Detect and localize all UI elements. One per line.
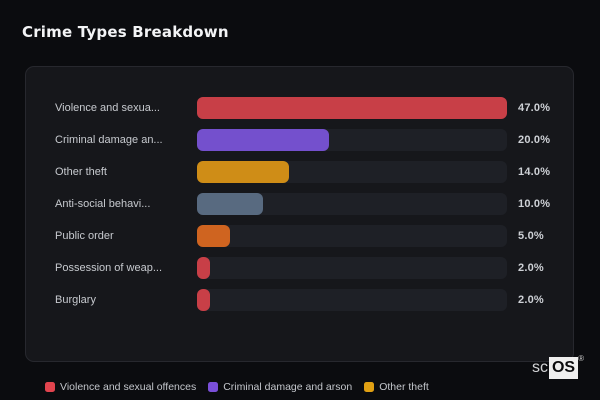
legend-item[interactable]: Other theft [364, 381, 429, 393]
registered-trademark-icon: ® [578, 354, 584, 363]
legend-item[interactable]: Violence and sexual offences [45, 381, 196, 393]
bar[interactable] [197, 289, 211, 311]
value-label: 5.0% [518, 230, 544, 242]
bar-track [197, 257, 507, 279]
value-label: 20.0% [518, 134, 551, 146]
legend-swatch-icon [208, 382, 219, 392]
chart-panel: Violence and sexua... 47.0% Criminal damag… [25, 66, 574, 362]
value-label: 2.0% [518, 262, 544, 274]
value-label: 10.0% [518, 198, 551, 210]
bar-track [197, 97, 507, 119]
legend-item[interactable]: Criminal damage and arson [208, 381, 352, 393]
category-label: Burglary [55, 294, 96, 306]
page-title: Crime Types Breakdown [22, 23, 229, 41]
legend-label: Other theft [379, 381, 429, 393]
chart-legend: Violence and sexual offences Criminal dam… [45, 381, 429, 393]
value-label: 14.0% [518, 166, 551, 178]
bar-rows: Violence and sexua... 47.0% Criminal damag… [55, 92, 573, 316]
scos-logo: sc OS ® [531, 354, 584, 379]
legend-label: Criminal damage and arson [223, 381, 353, 393]
category-label: Possession of weap... [55, 262, 163, 274]
bar-row: Anti-social behavi... 10.0% [55, 188, 573, 220]
bar[interactable] [197, 225, 230, 247]
bar-track [197, 129, 507, 151]
bar[interactable] [197, 193, 263, 215]
logo-text-os: OS [548, 357, 579, 379]
bar-row: Other theft 14.0% [55, 156, 573, 188]
legend-swatch-icon [45, 382, 55, 392]
category-label: Anti-social behavi... [55, 198, 151, 210]
bar-row: Possession of weap... 2.0% [55, 252, 573, 284]
bar-row: Public order 5.0% [55, 220, 573, 252]
value-label: 47.0% [518, 102, 551, 114]
bar-row: Burglary 2.0% [55, 284, 573, 316]
bar-track [197, 193, 507, 215]
bar-row: Criminal damage an... 20.0% [55, 124, 573, 156]
bar[interactable] [197, 97, 507, 119]
category-label: Public order [55, 230, 114, 242]
legend-swatch-icon [364, 382, 375, 392]
bar[interactable] [197, 257, 211, 279]
category-label: Other theft [55, 166, 107, 178]
bar-track [197, 161, 507, 183]
bar-track [197, 225, 507, 247]
bar[interactable] [197, 129, 329, 151]
bar-row: Violence and sexua... 47.0% [55, 92, 573, 124]
value-label: 2.0% [518, 294, 544, 306]
category-label: Criminal damage an... [55, 134, 163, 146]
legend-label: Violence and sexual offences [60, 381, 197, 393]
category-label: Violence and sexua... [55, 102, 160, 114]
bar[interactable] [197, 161, 290, 183]
bar-track [197, 289, 507, 311]
logo-text-sc: sc [531, 359, 548, 376]
